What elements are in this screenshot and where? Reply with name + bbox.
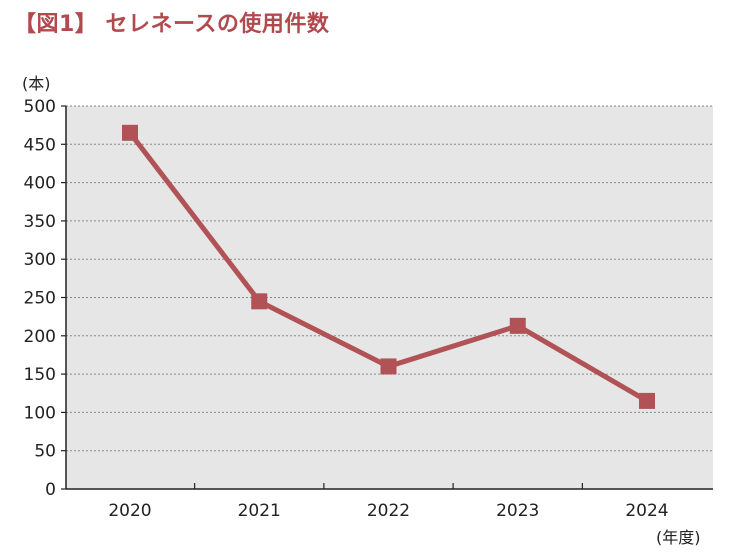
y-tick-label: 200	[24, 327, 56, 347]
y-tick-label: 150	[24, 365, 56, 385]
data-point-2023	[509, 317, 526, 334]
y-tick-label: 350	[24, 212, 56, 232]
x-tick-label: 2020	[108, 501, 151, 521]
y-tick-label: 250	[24, 289, 56, 309]
x-tick-label: 2022	[367, 501, 410, 521]
data-point-2020	[122, 124, 138, 141]
y-tick-label: 50	[34, 442, 56, 462]
chart-title: 【図1】 セレネースの使用件数	[14, 12, 330, 37]
x-tick-label: 2021	[238, 501, 281, 521]
x-tick-label: 2024	[625, 501, 668, 521]
y-tick-label: 100	[24, 403, 56, 423]
data-point-2021	[251, 293, 268, 310]
y-tick-label: 400	[24, 174, 56, 194]
x-tick-label: 2023	[496, 501, 539, 521]
data-point-2024	[639, 392, 655, 409]
y-tick-label: 450	[24, 135, 56, 155]
y-tick-label: 500	[24, 97, 56, 117]
plot-area	[66, 106, 713, 489]
data-point-2022	[380, 358, 397, 375]
y-tick-label: 0	[45, 480, 56, 500]
y-tick-label: 300	[24, 250, 56, 270]
x-axis-unit-label: (年度)	[656, 528, 701, 547]
y-axis-unit-label: (本)	[22, 74, 51, 93]
